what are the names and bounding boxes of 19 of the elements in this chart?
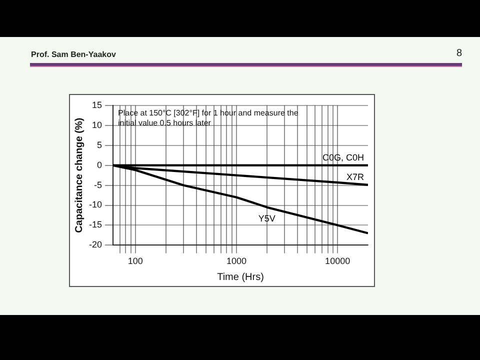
x-tick-label: 100 [128,256,143,266]
x-tick-label: 1000 [226,256,247,266]
y-tick-label: -10 [88,200,102,210]
series-label: C0G, C0H [322,152,364,162]
y-tick-label: -20 [88,240,102,250]
annotation: Place at 150°C [302°F] for 1 hour and measure the initial value 0.5 hours later [118,108,299,128]
y-tick-label: 0 [96,160,102,170]
text: 8 [456,48,462,59]
series-label: X7R [346,172,364,182]
x-tick-label: 10000 [325,256,350,266]
y-tick-label: 5 [96,140,102,150]
x-axis-title: Time (Hrs) [217,272,264,283]
y-tick-label: -15 [88,220,102,230]
y-tick-label: 10 [92,120,102,130]
y-tick-label: -5 [94,180,102,190]
text: Prof. Sam Ben-Yaakov [31,50,116,59]
series-label: Y5V [258,213,276,224]
y-axis-title: Capacitance change (%) [74,118,85,233]
y-tick-label: 15 [92,100,102,110]
